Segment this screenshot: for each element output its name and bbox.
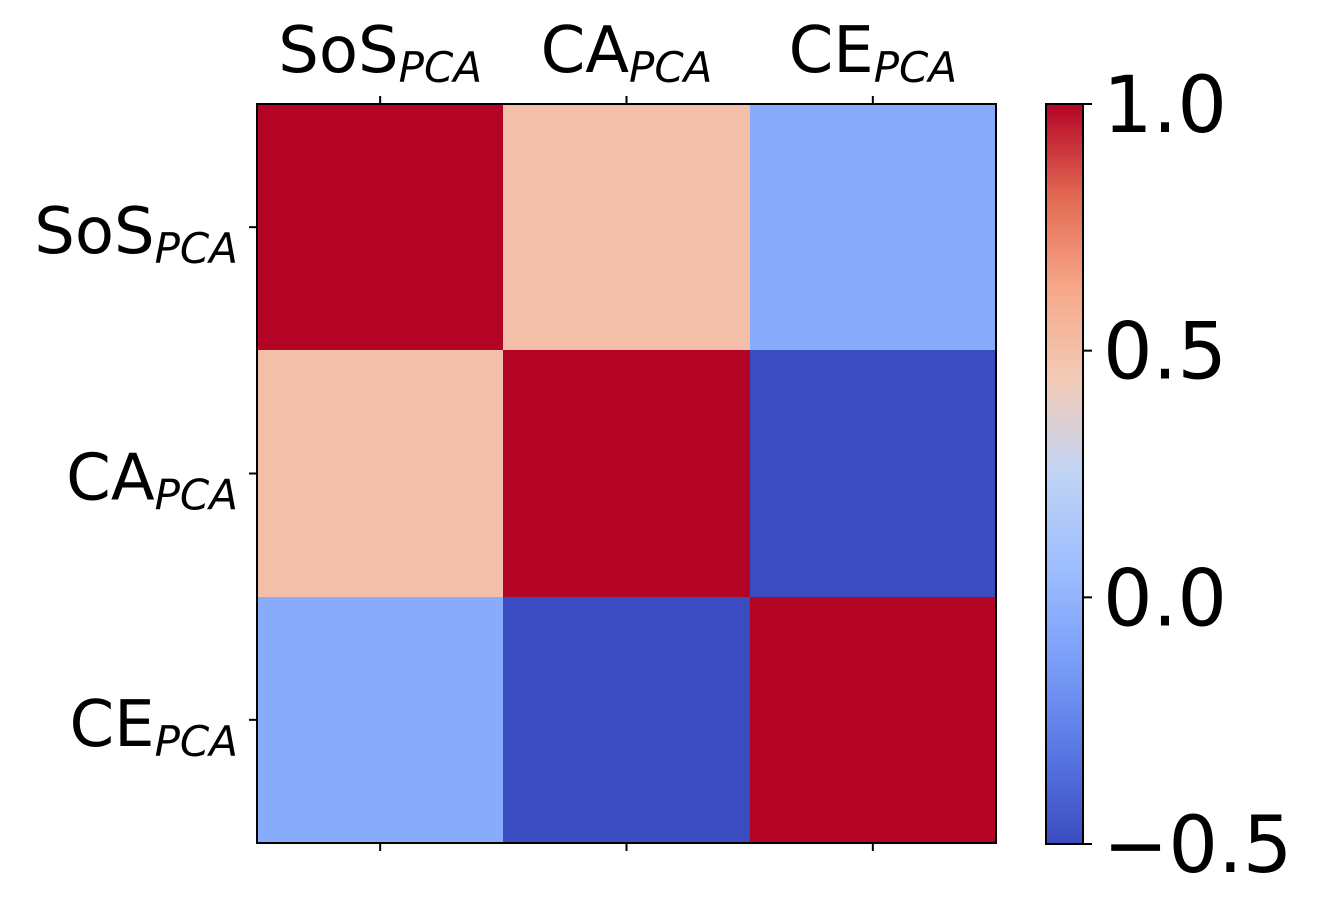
x-tick-label-base: CA — [541, 14, 630, 88]
heatmap-ticks — [249, 96, 874, 851]
heatmap-cell-r2-c0 — [257, 597, 503, 843]
x-tick-label-base: CE — [789, 14, 874, 88]
colorbar: 1.0 0.5 0.0 −0.5 — [1045, 61, 1292, 891]
y-tick-label-subscript: PCA — [155, 717, 238, 766]
heatmap-cell-r0-c2 — [750, 104, 996, 350]
colorbar-tick-label-0: 1.0 — [1103, 61, 1227, 151]
heatmap-cell-r0-c0 — [257, 104, 503, 350]
heatmap-cells — [257, 104, 996, 843]
y-tick-label-subscript: PCA — [155, 471, 238, 520]
x-tick-label-1: CAPCA — [541, 14, 713, 92]
y-tick-label-base: SoS — [34, 195, 154, 269]
x-tick-label-subscript: PCA — [874, 43, 957, 92]
colorbar-tick-label-1: 0.5 — [1103, 308, 1227, 398]
y-tick-label-subscript: PCA — [155, 224, 238, 273]
x-tick-label-subscript: PCA — [629, 43, 712, 92]
heatmap-cell-r2-c1 — [503, 597, 750, 843]
x-tick-label-2: CEPCA — [789, 14, 958, 92]
y-tick-label-0: SoSPCA — [34, 195, 238, 273]
y-tick-label-base: CA — [66, 442, 155, 516]
x-tick-label-base: SoS — [278, 14, 398, 88]
y-tick-label-1: CAPCA — [66, 442, 238, 520]
y-tick-label-base: CE — [69, 688, 154, 762]
heatmap-cell-r0-c1 — [503, 104, 750, 350]
x-tick-label-0: SoSPCA — [278, 14, 482, 92]
x-tick-label-subscript: PCA — [399, 43, 482, 92]
heatmap-cell-r1-c1 — [503, 350, 750, 597]
colorbar-tick-label-2: 0.0 — [1103, 554, 1227, 644]
colorbar-gradient — [1046, 104, 1083, 844]
heatmap-cell-r1-c2 — [750, 350, 996, 597]
y-tick-label-2: CEPCA — [69, 688, 238, 766]
heatmap-cell-r2-c2 — [750, 597, 996, 843]
colorbar-frame — [1045, 103, 1084, 845]
colorbar-tick-label-3: −0.5 — [1103, 801, 1292, 891]
heatmap-cell-r1-c0 — [257, 350, 503, 597]
